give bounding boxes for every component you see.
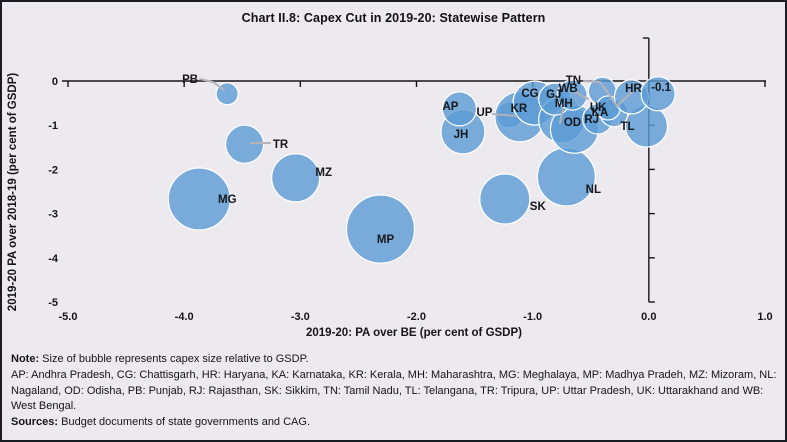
x-tick-label: 0.0: [641, 311, 656, 323]
x-axis-title: 2019-20: PA over BE (per cent of GSDP): [306, 327, 522, 339]
bubble-SK: [479, 173, 531, 225]
chart-note: Note: Size of bubble represents capex si…: [11, 352, 781, 368]
bubble-label-GJ: GJ: [546, 89, 561, 101]
bubble-label-TR: TR: [273, 139, 289, 151]
footnote-block: Note: Size of bubble represents capex si…: [11, 352, 781, 431]
bubble-label-HR: HR: [625, 83, 642, 95]
bubble-label-WB: WB: [559, 83, 578, 95]
x-tick-label: -1.0: [523, 311, 542, 323]
bubble-AP: [441, 91, 478, 127]
x-tick-label: -3.0: [291, 311, 310, 323]
bubble-label-AP: AP: [442, 101, 458, 113]
bubble-label-PB: PB: [182, 74, 198, 86]
bubble-label-CG: CG: [521, 88, 538, 100]
bubble-label-JH: JH: [454, 129, 469, 141]
bubble-MG: [167, 167, 231, 231]
bubble-label-OD: OD: [564, 117, 581, 129]
bubble-label-UP: UP: [476, 107, 492, 119]
y-tick-label: -5: [48, 297, 58, 309]
chart-sources: Sources: Budget documents of state gover…: [11, 415, 781, 431]
bubble-label-KR: KR: [511, 103, 528, 115]
bubble-label-NL: NL: [586, 184, 601, 196]
y-tick-label: 0: [52, 76, 58, 88]
leader-line-tn: [600, 82, 618, 107]
leader-line-wb: [574, 91, 589, 100]
bubble-label-MH: MH: [555, 98, 573, 110]
bubble-label-MG: MG: [218, 194, 237, 206]
bubble-label-RJ: RJ: [584, 114, 599, 126]
sources-text: Budget documents of state governments an…: [58, 416, 310, 429]
bubble-label-01: -0.1: [651, 82, 671, 94]
y-tick-label: -4: [48, 253, 59, 265]
leader-line-mh: [559, 108, 564, 124]
bubble-MZ: [271, 153, 321, 203]
bubble-label-TL: TL: [620, 121, 634, 133]
abbreviation-legend: AP: Andhra Pradesh, CG: Chattisgarh, HR:…: [11, 368, 777, 413]
chart-title: Chart II.8: Capex Cut in 2019-20: Statew…: [241, 11, 546, 25]
bubble-label-MZ: MZ: [315, 167, 332, 179]
leader-line-tn: [583, 80, 601, 83]
note-text: Size of bubble represents capex size rel…: [39, 353, 309, 365]
x-tick-label: -2.0: [407, 311, 426, 323]
y-tick-label: -3: [48, 209, 58, 221]
note-label: Note:: [11, 353, 40, 365]
bubble-label-KA: KA: [592, 107, 609, 119]
bubble-label-MP: MP: [377, 234, 395, 246]
bubble-label-TN: TN: [566, 75, 581, 87]
leader-line-hr: [616, 91, 633, 107]
bubble-TR: [224, 124, 265, 164]
bubble-NL: [536, 147, 596, 207]
bubble-01: [640, 76, 676, 112]
bubble-MP: [345, 194, 416, 264]
bubble-label-SK: SK: [530, 201, 547, 213]
x-tick-label: 1.0: [757, 311, 772, 323]
bubble-WB: [556, 79, 588, 111]
bubble-label-UK: UK: [590, 102, 607, 114]
x-tick-label: -5.0: [59, 311, 78, 323]
y-tick-label: -2: [48, 164, 58, 176]
y-tick-label: -1: [48, 120, 58, 132]
sources-label: Sources:: [11, 416, 59, 429]
leader-line-up: [492, 113, 517, 117]
x-tick-label: -4.0: [175, 311, 194, 323]
leader-line-pb: [199, 78, 225, 91]
y-axis-title: 2019-20 PA over 2018-19 (per cent of GSD…: [7, 73, 19, 312]
